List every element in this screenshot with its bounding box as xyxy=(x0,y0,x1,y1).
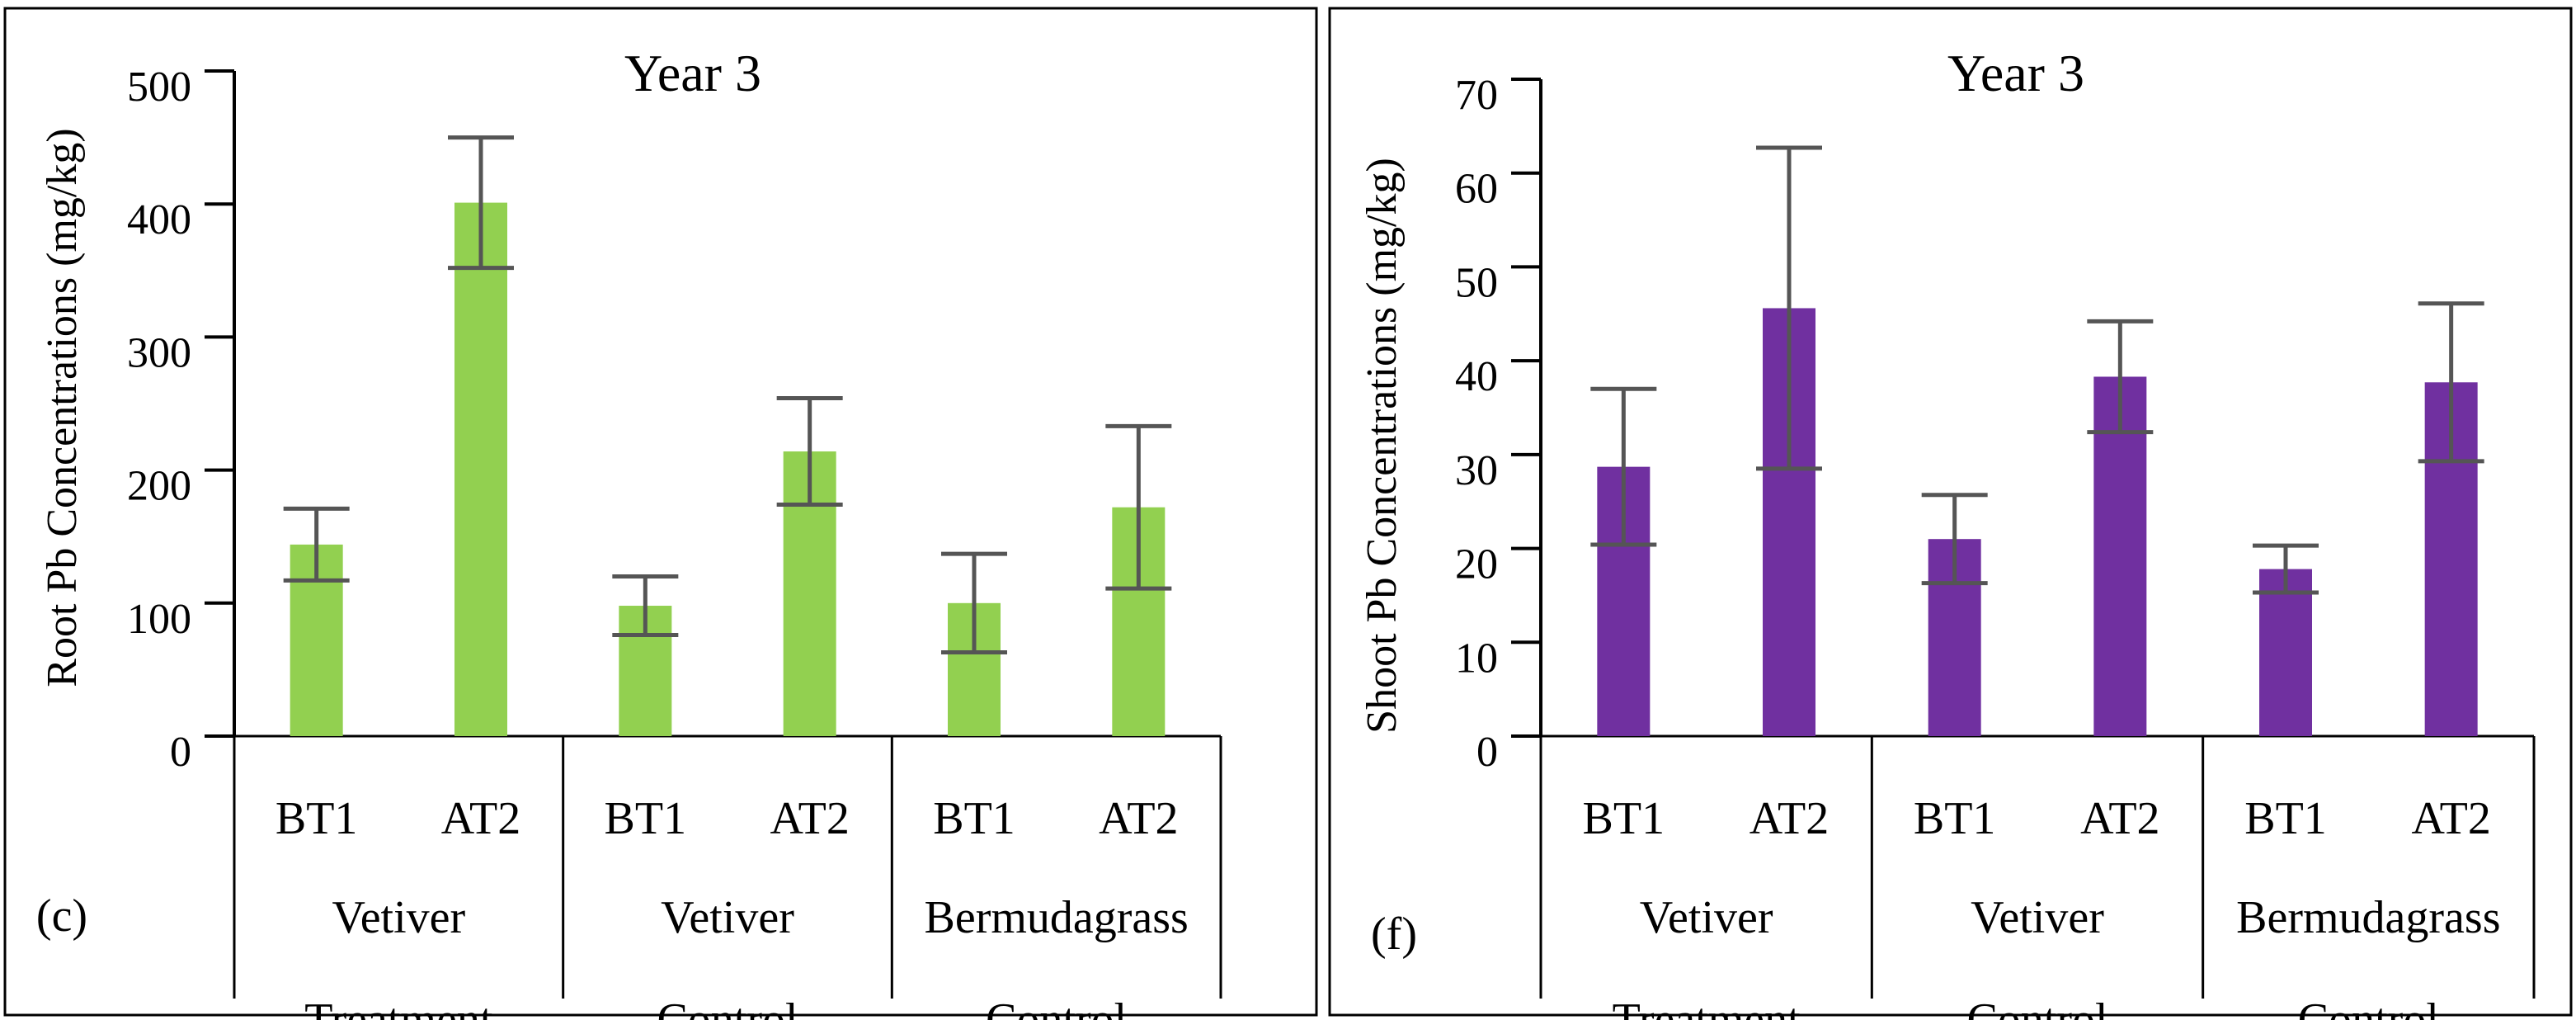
panel-c-label: (c) xyxy=(36,890,87,942)
panel-c-group-label: Vetiver xyxy=(332,892,465,943)
panel-f-border xyxy=(1328,7,2573,1017)
panel-c-group-label: Treatment xyxy=(304,994,493,1020)
panel-c-category-label: AT2 xyxy=(441,793,520,844)
panel-f-group-label: Bermudagrass xyxy=(2236,892,2500,943)
panel-c-category-label: BT1 xyxy=(605,793,687,844)
panel-f-y-tick-label: 0 xyxy=(1476,729,1498,776)
panel-f-category-label: BT1 xyxy=(2244,793,2327,844)
panel-c-group-label: Control xyxy=(986,994,1127,1020)
panel-f-category-label: AT2 xyxy=(2411,793,2490,844)
panel-f-y-tick-label: 50 xyxy=(1455,259,1498,306)
panel-f-category-label: BT1 xyxy=(1583,793,1665,844)
panel-f-title: Year 3 xyxy=(1947,44,2084,102)
panel-c-category-label: AT2 xyxy=(770,793,849,844)
panel-f-label: (f) xyxy=(1371,909,1417,960)
panel-c-y-tick-label: 200 xyxy=(127,463,191,510)
panel-f-plot: 0 10 20 30 40 50 60 70 BT1 AT2 BT1 AT2 BT1 AT2 Vetiver… xyxy=(1455,72,2536,1020)
panel-c-group-label: Vetiver xyxy=(661,892,794,943)
panel-c-border xyxy=(3,7,1318,1017)
panel-c-category-label: BT1 xyxy=(933,793,1015,844)
panel-f-y-tick-label: 20 xyxy=(1455,541,1498,588)
panel-f-group-label: Treatment xyxy=(1613,994,1801,1020)
panel-c-y-tick-label: 100 xyxy=(127,596,191,643)
panel-f-y-tick-label: 30 xyxy=(1455,447,1498,494)
panel-f-category-label: AT2 xyxy=(2080,793,2159,844)
panel-f-bar xyxy=(2259,569,2312,736)
panel-f-group-label: Control xyxy=(1966,994,2107,1020)
panel-f-category-label: BT1 xyxy=(1914,793,1996,844)
panel-c-category-label: BT1 xyxy=(275,793,358,844)
panel-f-category-label: AT2 xyxy=(1750,793,1829,844)
panel-c-bar xyxy=(454,202,507,736)
panel-f-bar xyxy=(2093,376,2147,736)
panel-f-group-label: Vetiver xyxy=(1640,892,1773,943)
panel-f-y-tick-label: 10 xyxy=(1455,635,1498,682)
panel-f-y-tick-label: 70 xyxy=(1455,72,1498,119)
panel-c-category-label: AT2 xyxy=(1099,793,1178,844)
panel-c-y-tick-label: 400 xyxy=(127,196,191,243)
panel-c-plot: 0 100 200 300 400 500 BT1 AT2 BT1 AT2 BT1 AT2 Vetive… xyxy=(127,64,1222,1020)
panel-f-y-axis-label: Shoot Pb Concentrations (mg/kg) xyxy=(1359,158,1406,734)
panel-f-group-label: Vetiver xyxy=(1971,892,2104,943)
panel-f: Year 3 Shoot Pb Concentrations (mg/kg) (… xyxy=(1328,7,2573,1020)
panel-f-group-label: Control xyxy=(2298,994,2439,1020)
panel-c-y-axis-label: Root Pb Concentrations (mg/kg) xyxy=(39,128,86,687)
panel-c-y-tick-label: 300 xyxy=(127,329,191,376)
panel-c-group-label: Bermudagrass xyxy=(924,892,1188,943)
panel-c-y-tick-label: 500 xyxy=(127,64,191,111)
panel-f-y-tick-label: 60 xyxy=(1455,166,1498,213)
panel-c-title: Year 3 xyxy=(624,44,761,102)
panel-c-group-label: Control xyxy=(657,994,798,1020)
panel-c-y-tick-label: 0 xyxy=(170,729,191,776)
panel-f-y-tick-label: 40 xyxy=(1455,353,1498,400)
panel-c: Year 3 Root Pb Concentrations (mg/kg) (c… xyxy=(3,7,1318,1020)
